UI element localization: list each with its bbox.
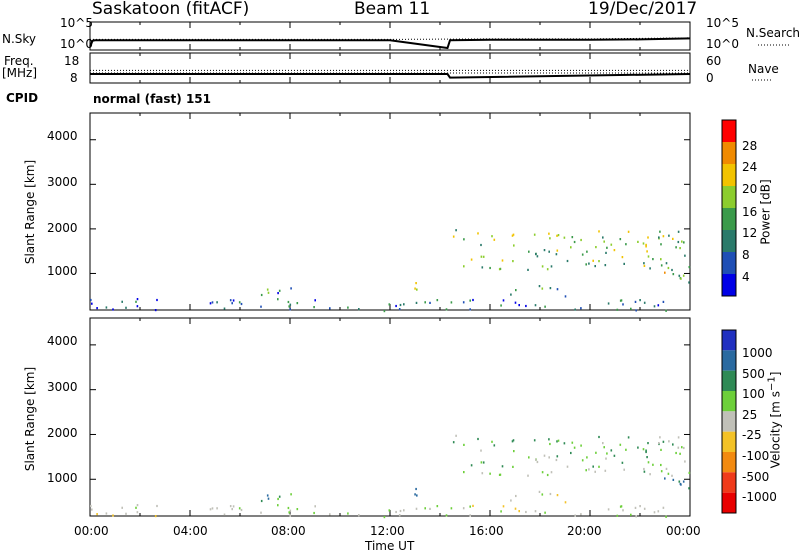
xtick-5: 20:00: [567, 524, 602, 538]
velocity-colorbar-seg-8: [722, 492, 736, 513]
power-cbtick-28: 28: [742, 139, 758, 153]
power-colorbar-seg-1: [722, 142, 736, 164]
xtick-2: 08:00: [271, 524, 306, 538]
velocity-colorbar-seg-6: [722, 452, 736, 473]
nave-label: Nave: [748, 62, 779, 76]
xtick-0: 00:00: [74, 524, 109, 538]
power-ytick-2000: 2000: [47, 221, 78, 235]
power-colorbar-seg-4: [722, 208, 736, 230]
velocity-colorbar-seg-1: [722, 350, 736, 371]
velocity-ytick-2000: 2000: [47, 426, 78, 440]
nsky-label: N.Sky: [2, 32, 37, 46]
search-tick-top: 10^5: [706, 16, 739, 30]
velocity-cbtick-neg500: -500: [742, 470, 770, 484]
power-colorbar-seg-7: [722, 274, 736, 296]
velocity-colorbar-seg-5: [722, 431, 736, 452]
nsearch-label: N.Search: [746, 26, 800, 40]
power-colorbar-frame: [721, 119, 737, 297]
power-region-4: [510, 285, 567, 298]
power-region-2: [414, 282, 418, 291]
sky-series-1: [90, 37, 691, 40]
power-cbtick-12: 12: [742, 226, 758, 240]
power-cbtick-4: 4: [742, 270, 750, 284]
freq-tick-bottom: 8: [70, 71, 78, 85]
mhz-label: [MHz]: [2, 66, 38, 80]
search-tick-bottom: 10^0: [706, 37, 739, 51]
sky-tick-top: 10^5: [60, 16, 93, 30]
velocity-cbtick-100: 100: [742, 387, 765, 401]
velocity-panel-frame: [89, 317, 691, 517]
velocity-cbtick-500: 500: [742, 367, 765, 381]
velocity-colorbar-seg-4: [722, 411, 736, 432]
velocity-cbtick-1000: 1000: [742, 346, 773, 360]
velocity-colorbar-seg-3: [722, 391, 736, 412]
velocity-ytick-3000: 3000: [47, 380, 78, 394]
freq-series-0: [90, 73, 691, 79]
power-region-1: [260, 287, 292, 297]
power-cbtick-8: 8: [742, 248, 750, 262]
date-title: 19/Dec/2017: [588, 0, 698, 19]
xtick-4: 16:00: [469, 524, 504, 538]
power-colorbar-seg-6: [722, 252, 736, 274]
power-cbtick-20: 20: [742, 182, 758, 196]
velocity-region-1: [260, 493, 292, 503]
freq-label: Freq.: [4, 54, 34, 68]
power-region-5: [664, 271, 690, 284]
velocity-cbtick-neg100: -100: [742, 449, 770, 463]
power-region-3: [452, 229, 691, 272]
station-title: Saskatoon (fitACF): [92, 0, 250, 19]
power-ytick-4000: 4000: [47, 129, 78, 143]
velocity-region-5: [664, 477, 690, 490]
velocity-ytick-1000: 1000: [47, 471, 78, 485]
velocity-cbtick-neg1000: -1000: [742, 490, 777, 504]
power-region-0: [90, 298, 667, 313]
sky-series-0: [89, 37, 691, 50]
velocity-region-2: [414, 487, 418, 497]
velocity-colorbar-seg-0: [722, 330, 736, 351]
xtick-6: 00:00: [666, 524, 701, 538]
power-cbtick-16: 16: [742, 205, 758, 219]
velocity-cbtick-neg25: -25: [742, 428, 762, 442]
beam-title: Beam 11: [354, 0, 431, 19]
velocity-region-4: [510, 490, 567, 504]
power-colorbar-seg-2: [722, 164, 736, 186]
velocity-colorbar-frame: [721, 329, 737, 514]
power-colorbar-seg-3: [722, 186, 736, 208]
power-colorbar-seg-0: [722, 120, 736, 142]
xtick-3: 12:00: [370, 524, 405, 538]
power-panel-frame: [89, 112, 691, 311]
power-ytick-1000: 1000: [47, 264, 78, 278]
velocity-region-3: [452, 434, 691, 477]
freq-tick-top: 18: [64, 54, 80, 68]
velocity-region-0: [90, 504, 667, 519]
velocity-ytick-4000: 4000: [47, 334, 78, 348]
nave-tick-top: 60: [706, 54, 722, 68]
power-colorbar-seg-5: [722, 230, 736, 252]
power-cbtick-24: 24: [742, 160, 758, 174]
x-axis-label: Time UT: [365, 539, 415, 553]
cpid-text: normal (fast) 151: [93, 92, 211, 106]
sky-tick-bottom: 10^0: [60, 37, 93, 51]
power-ytick-3000: 3000: [47, 175, 78, 189]
velocity-colorbar-seg-7: [722, 472, 736, 493]
xtick-1: 04:00: [173, 524, 208, 538]
velocity-cbtick-25: 25: [742, 408, 758, 422]
nave-tick-bottom: 0: [706, 71, 714, 85]
velocity-colorbar-seg-2: [722, 370, 736, 391]
cpid-label: CPID: [6, 91, 39, 105]
